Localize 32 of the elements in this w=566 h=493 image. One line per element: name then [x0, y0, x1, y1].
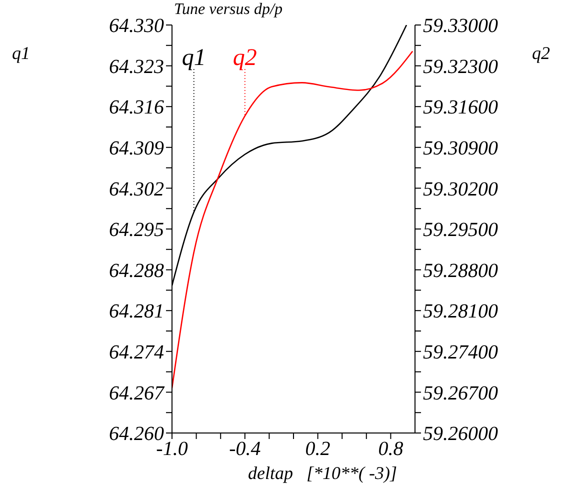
y-tick-label: 64.274: [109, 342, 164, 364]
y2-tick-label: 59.28100: [423, 300, 498, 323]
y-tick-label: 64.260: [109, 423, 164, 446]
line-series: [172, 50, 414, 389]
y2-tick-label: 59.27400: [423, 342, 498, 364]
y-tick-label: 64.330: [109, 15, 164, 38]
y2-tick-label: 59.26000: [423, 423, 498, 446]
y-tick-label: 64.309: [109, 138, 164, 160]
x-tick-label: 0.2: [305, 438, 330, 460]
y-tick-label: 64.323: [109, 56, 164, 78]
y2-tick-label: 59.31600: [423, 96, 498, 119]
y2-tick-label: 59.29500: [423, 219, 498, 242]
x-tick-label: -0.4: [229, 438, 261, 460]
y-tick-label: 64.288: [109, 260, 164, 282]
chart-title: Tune versus dp/p: [174, 1, 282, 19]
series-label: q2: [232, 45, 257, 71]
y-axis-title: q1: [12, 43, 30, 64]
y-tick-label: 64.281: [109, 300, 164, 323]
x-axis-title: deltap [*10**( -3)]: [248, 463, 397, 484]
y-tick-label: 64.267: [109, 382, 165, 404]
y-tick-label: 64.316: [109, 96, 164, 119]
y2-tick-label: 59.30900: [423, 138, 498, 160]
y2-tick-label: 59.26700: [423, 382, 498, 404]
text: q1: [182, 45, 206, 71]
y-tick-label: 64.302: [109, 178, 164, 200]
y2-tick-label: 59.33000: [423, 15, 498, 38]
y2-axis-title: q2: [532, 43, 550, 64]
y-tick-label: 64.295: [109, 219, 164, 242]
x-tick-label: 0.8: [378, 438, 404, 460]
y2-tick-label: 59.32300: [423, 56, 498, 78]
y2-tick-label: 59.30200: [423, 178, 498, 200]
y2-tick-label: 59.28800: [423, 260, 498, 282]
